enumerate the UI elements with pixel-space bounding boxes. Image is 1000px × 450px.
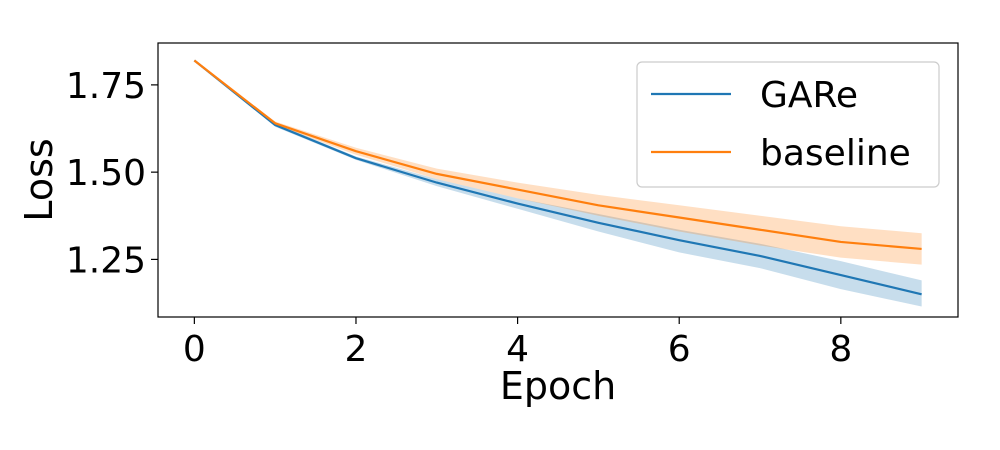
plot-area [193,59,922,307]
y-tick-label: 1.25 [66,240,146,281]
x-tick-label: 2 [345,329,368,370]
plot-frame [157,42,959,318]
x-axis-title: Epoch [500,364,616,408]
axes: 0 2 4 6 8 1.25 1.50 1.75 Epoch Loss [17,42,959,408]
x-tick-label: 6 [668,329,691,370]
y-tick-label: 1.50 [66,153,146,194]
series-line-baseline [193,59,922,251]
y-tick-label: 1.75 [66,66,146,107]
legend-label-gare: GARe [760,75,858,116]
legend: GARe baseline [636,61,940,188]
x-tick-label: 0 [183,329,206,370]
y-axis-title: Loss [17,138,61,221]
confidence-band-gare [194,60,922,307]
confidence-band-baseline [194,60,922,265]
series-line-gare [193,59,922,296]
legend-label-baseline: baseline [760,133,911,174]
x-tick-label: 4 [506,329,529,370]
x-tick-label: 8 [829,329,852,370]
